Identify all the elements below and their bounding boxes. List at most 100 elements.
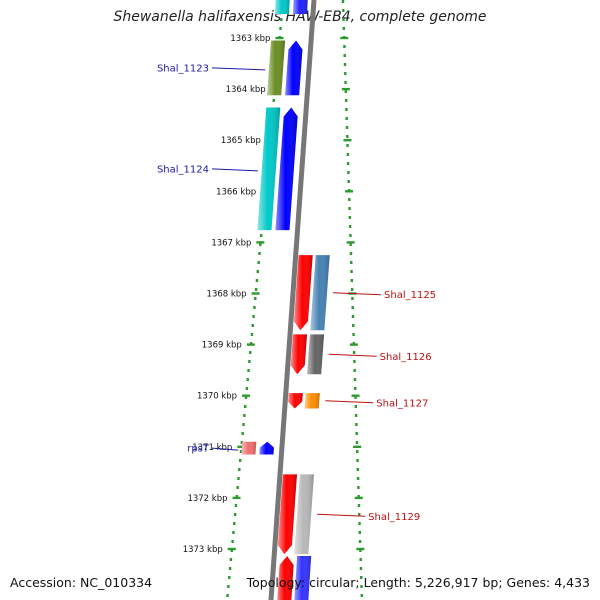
ring-dot: [354, 405, 358, 408]
ring-dot: [246, 378, 249, 381]
ring-dot: [345, 108, 348, 111]
tick-mark: [275, 36, 284, 40]
leader-line: [211, 67, 266, 71]
tick-label: 1368 kbp: [207, 290, 247, 300]
cds-arrow-shade: [275, 107, 298, 231]
ring-dot: [233, 522, 236, 525]
ring-dot: [349, 243, 352, 246]
tick-label: 1373 kbp: [183, 545, 223, 555]
ring-dot: [342, 27, 346, 30]
tick-mark: [251, 292, 260, 295]
ring-dot: [248, 360, 251, 363]
ring-dot: [245, 387, 249, 390]
ring-dot: [351, 306, 354, 309]
ring-dot: [356, 477, 360, 480]
page-title: Shewanella halifaxensis HAW-EB4, complet…: [113, 9, 487, 25]
ring-dot: [250, 333, 254, 336]
ring-dot: [254, 297, 257, 300]
gene-box-shade: [241, 441, 257, 455]
ring-dot: [350, 288, 354, 291]
ring-dot: [255, 279, 259, 282]
ring-dot: [341, 0, 345, 3]
ring-dot: [358, 513, 361, 516]
ring-dot: [343, 63, 347, 66]
ring-dot: [359, 558, 362, 561]
ring-dot: [355, 423, 358, 426]
ring-dot: [238, 459, 242, 462]
cds-arrow-shade: [290, 334, 308, 375]
tick-label: 1365 kbp: [221, 136, 261, 146]
gene-label: Shal_1127: [376, 398, 428, 409]
ring-dot: [241, 432, 244, 435]
leader-line: [317, 513, 366, 517]
ring-dot: [347, 171, 350, 174]
partial-gene-box-shade: [294, 556, 312, 600]
tick-mark: [354, 496, 363, 500]
ring-dot: [350, 270, 353, 273]
tick-mark: [227, 547, 236, 551]
leader-line: [332, 292, 382, 296]
cds-arrow-shade: [288, 393, 303, 409]
ring-dot: [280, 18, 283, 21]
ring-dot: [342, 18, 345, 21]
ring-dot: [350, 279, 354, 282]
ring-dot: [354, 396, 357, 399]
gene-label: Shal_1123: [157, 63, 209, 74]
ring-dot: [342, 9, 345, 12]
ring-dot: [352, 351, 356, 354]
ring-dot: [351, 315, 355, 318]
ring-dot: [358, 531, 362, 534]
gene-box-shade: [267, 40, 286, 96]
tick-mark: [237, 445, 246, 448]
tick-mark: [246, 343, 255, 346]
ring-dot: [351, 297, 354, 300]
ring-dot: [279, 27, 282, 30]
tick-mark: [345, 190, 354, 193]
tick-mark: [340, 36, 349, 40]
tick-mark: [346, 241, 355, 244]
ring-dot: [230, 549, 233, 552]
ring-dot: [360, 585, 363, 588]
ring-dot: [350, 261, 353, 264]
ring-dot: [231, 540, 234, 543]
gene-labels: Shal_1123 Shal_1124 rpsT Shal_1125 Shal_1126…: [157, 63, 436, 522]
leader-line: [328, 353, 377, 357]
ring-dot: [243, 414, 246, 417]
tick-label: 1372 kbp: [187, 494, 227, 504]
tick-label: 1363 kbp: [230, 34, 270, 44]
ring-dot: [256, 270, 259, 273]
tick-mark: [232, 496, 241, 500]
ring-dot: [348, 207, 351, 210]
ring-dot: [242, 423, 245, 426]
ring-dot: [346, 144, 349, 147]
ring-dot: [244, 405, 247, 408]
ring-dot: [348, 225, 352, 228]
ring-dot: [358, 522, 361, 525]
tick-label: 1367 kbp: [211, 238, 251, 248]
leader-line: [211, 168, 258, 172]
tick-mark: [256, 241, 265, 244]
gene-label: Shal_1126: [380, 352, 432, 363]
gene-box-shade: [310, 255, 330, 331]
gene-box-shade: [257, 107, 281, 231]
ring-dot: [235, 495, 238, 498]
ring-dot: [259, 243, 262, 246]
leader-line: [211, 447, 238, 451]
cds-arrow-shade: [259, 441, 274, 455]
ring-dot: [238, 468, 241, 471]
ring-dot: [356, 468, 360, 471]
ring-dot: [356, 459, 359, 462]
partial-cds-arrow-shade: [277, 556, 294, 600]
ring-dot: [272, 99, 275, 102]
tick-mark: [343, 139, 352, 142]
ring-dot: [343, 54, 346, 57]
ring-dot: [247, 369, 250, 372]
ring-dot: [228, 567, 232, 570]
ring-dot: [236, 486, 239, 489]
ring-dot: [344, 81, 347, 84]
ring-dot: [349, 234, 352, 237]
ring-dot: [360, 594, 364, 597]
ring-dot: [344, 99, 348, 102]
tick-label: 1370 kbp: [197, 392, 237, 402]
